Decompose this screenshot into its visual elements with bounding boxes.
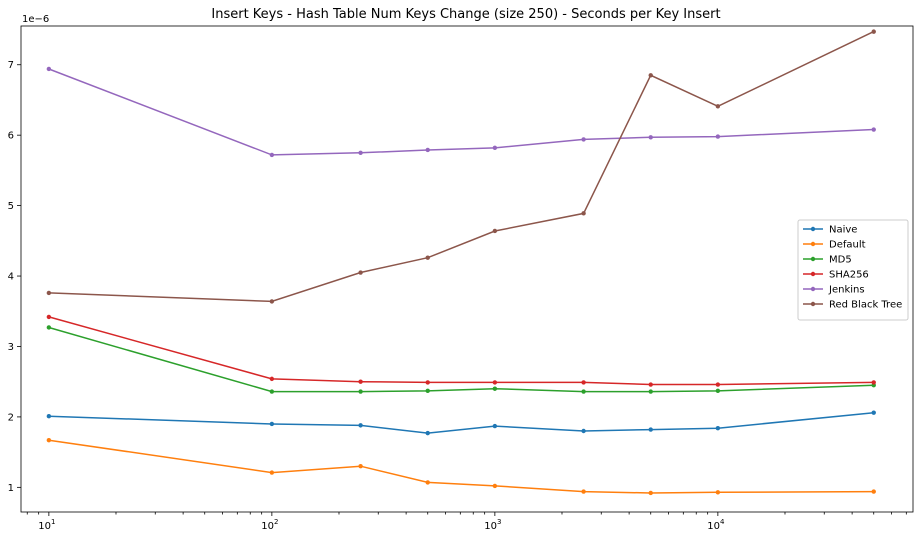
data-point [492, 483, 498, 489]
y-tick-label: 5 [8, 201, 14, 212]
legend-marker [810, 226, 816, 232]
data-point [648, 73, 653, 78]
y-tick-label: 3 [8, 342, 14, 353]
data-point [871, 380, 876, 385]
legend-label: Default [829, 240, 866, 251]
legend-marker [810, 256, 816, 262]
data-point [425, 480, 430, 485]
data-point [648, 389, 653, 394]
data-point [492, 380, 498, 385]
data-point [269, 376, 275, 382]
data-point [358, 379, 363, 384]
legend-label: MD5 [829, 255, 852, 266]
data-point [358, 389, 363, 394]
data-point [581, 137, 586, 142]
data-point [581, 380, 586, 385]
data-point [581, 428, 586, 434]
legend-box [797, 219, 909, 321]
data-point [492, 423, 498, 429]
axes-frame [20, 25, 914, 513]
data-point [715, 425, 721, 431]
x-tick-label: 104 [707, 518, 725, 532]
series-line-naive [48, 411, 874, 434]
data-point [269, 421, 275, 427]
data-point [46, 414, 52, 419]
data-point [425, 388, 430, 394]
data-point [358, 270, 363, 275]
x-tick-label: 103 [484, 518, 501, 532]
legend-marker [810, 241, 816, 247]
data-point [581, 211, 586, 216]
y-tick-label: 6 [8, 131, 14, 142]
legend-label: Jenkins [828, 285, 865, 296]
data-point [46, 437, 52, 443]
data-point [46, 314, 52, 320]
data-point [648, 135, 653, 140]
data-point [871, 410, 876, 415]
legend-label: SHA256 [829, 270, 869, 281]
data-point [358, 464, 363, 469]
data-point [871, 489, 876, 494]
chart-title: Insert Keys - Hash Table Num Keys Change… [211, 7, 720, 22]
data-point [46, 66, 52, 72]
data-point [715, 388, 721, 394]
data-point [46, 325, 52, 330]
data-point [425, 147, 430, 153]
data-point [358, 150, 363, 155]
series-line-sha256 [48, 316, 874, 386]
data-point [871, 127, 876, 132]
data-point [269, 152, 275, 158]
legend-label: Naive [829, 225, 857, 236]
data-point [715, 490, 721, 495]
series-line-default [48, 439, 874, 494]
y-axis-offset-label: 1e−6 [22, 14, 49, 25]
data-point [871, 29, 876, 34]
data-point [581, 389, 586, 394]
series-line-jenkins [48, 68, 874, 156]
data-point [269, 389, 275, 394]
data-point [425, 255, 430, 260]
data-point [358, 423, 363, 428]
data-point [269, 299, 275, 304]
data-point [492, 145, 498, 151]
data-point [648, 427, 653, 432]
data-point [425, 380, 430, 385]
data-point [648, 382, 653, 387]
data-point [715, 382, 721, 387]
x-tick-label: 101 [38, 518, 55, 532]
data-point [648, 490, 653, 496]
x-tick-label: 102 [261, 518, 278, 532]
data-point [46, 290, 52, 296]
plot-area: 1 2 3 4 5 6 7 101 102 103 104 [8, 25, 914, 532]
series-line-red-black-tree [48, 30, 875, 303]
legend-marker [810, 301, 816, 307]
legend-label: Red Black Tree [829, 300, 902, 311]
y-tick-label: 2 [8, 412, 14, 423]
y-tick-label: 7 [8, 60, 14, 71]
legend-marker [810, 286, 816, 292]
data-point [269, 470, 275, 475]
data-point [581, 489, 586, 494]
legend: Naive Default MD5 SHA256 Jenkins Red Black Tr… [797, 219, 909, 321]
data-point [715, 134, 721, 139]
data-point [492, 228, 498, 234]
y-tick-label: 1 [8, 483, 14, 494]
data-point [425, 430, 430, 436]
data-point [492, 386, 498, 391]
legend-marker [810, 271, 816, 277]
data-point [715, 104, 721, 109]
y-tick-label: 4 [8, 272, 14, 283]
